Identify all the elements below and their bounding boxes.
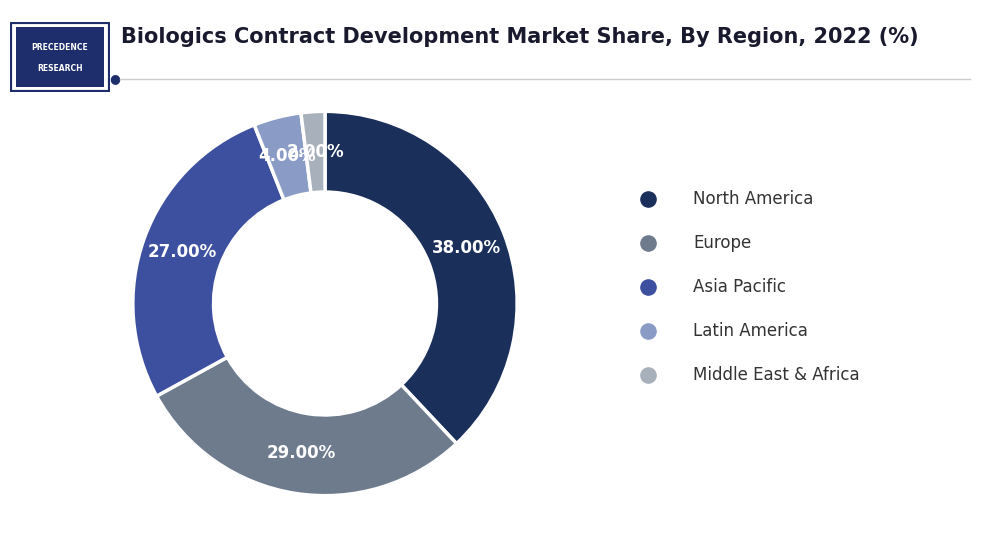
Text: Latin America: Latin America — [693, 322, 808, 340]
Wedge shape — [157, 357, 457, 496]
Text: North America: North America — [693, 190, 813, 208]
FancyBboxPatch shape — [10, 22, 110, 92]
Text: 38.00%: 38.00% — [432, 238, 501, 256]
Wedge shape — [325, 111, 517, 443]
Text: Europe: Europe — [693, 234, 751, 252]
Wedge shape — [254, 113, 311, 200]
Text: 27.00%: 27.00% — [148, 243, 217, 261]
Text: Asia Pacific: Asia Pacific — [693, 278, 786, 296]
Text: Biologics Contract Development Market Share, By Region, 2022 (%): Biologics Contract Development Market Sh… — [121, 27, 919, 47]
Point — [956, 0, 972, 1]
Text: ●: ● — [110, 72, 120, 85]
Text: Middle East & Africa: Middle East & Africa — [693, 366, 860, 384]
Text: 29.00%: 29.00% — [267, 444, 336, 462]
Text: 2.00%: 2.00% — [287, 143, 344, 161]
FancyBboxPatch shape — [16, 27, 104, 87]
Wedge shape — [133, 125, 284, 396]
Text: RESEARCH: RESEARCH — [37, 63, 83, 73]
Text: PRECEDENCE: PRECEDENCE — [32, 42, 88, 51]
Text: 4.00%: 4.00% — [258, 147, 316, 165]
Wedge shape — [301, 111, 325, 193]
